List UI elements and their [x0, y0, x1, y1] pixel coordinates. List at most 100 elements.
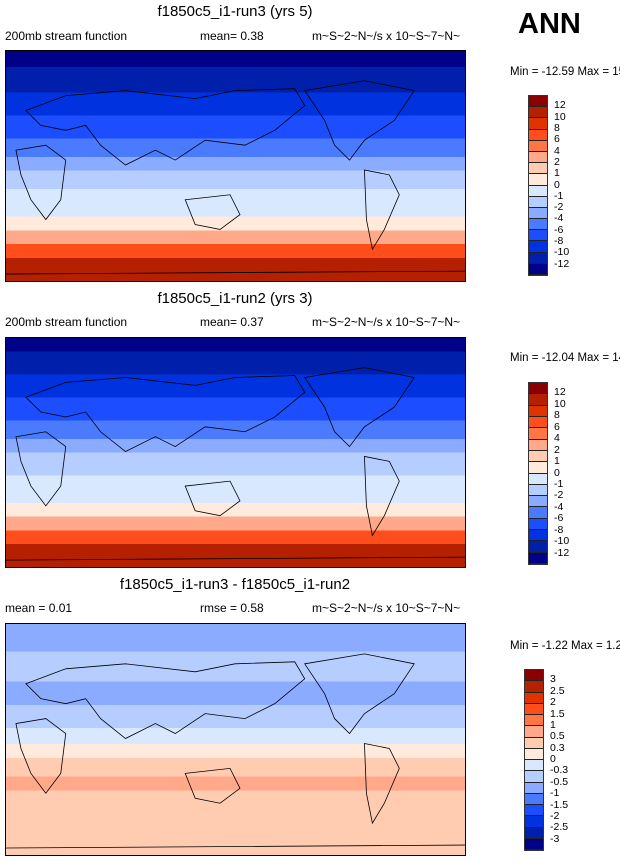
- colorbar-label: 0.3: [550, 741, 565, 754]
- colorbar-label: 8: [554, 409, 560, 422]
- colorbar-label: 4: [554, 432, 560, 445]
- colorbar-label: 1: [554, 455, 560, 468]
- panel1-map: [5, 50, 466, 282]
- colorbar-box: [525, 703, 543, 715]
- colorbar-label: -1.5: [550, 798, 569, 811]
- colorbar-label: -2.5: [550, 821, 569, 834]
- colorbar-box: [529, 462, 547, 474]
- colorbar-box: [525, 748, 543, 760]
- colorbar-label: -2: [550, 809, 560, 822]
- colorbar-box: [529, 151, 547, 164]
- panel1-title: f1850c5_i1-run3 (yrs 5): [157, 3, 313, 20]
- colorbar-box: [529, 450, 547, 463]
- colorbar-label: -4: [554, 500, 564, 513]
- colorbar-box: [525, 838, 543, 850]
- colorbar-label: 1: [554, 167, 560, 180]
- colorbar-label: -8: [554, 523, 564, 536]
- colorbar-label: 2.5: [550, 684, 565, 697]
- colorbar-box: [529, 428, 547, 440]
- panel3-mean: mean = 0.01: [5, 601, 73, 615]
- colorbar-box: [529, 383, 547, 395]
- colorbar-box: [529, 207, 547, 220]
- colorbar-label: 0: [554, 178, 560, 191]
- colorbar-label: -6: [554, 223, 564, 236]
- colorbar-label: -4: [554, 212, 564, 225]
- coastlines: [5, 80, 466, 275]
- colorbar-box: [529, 118, 547, 130]
- colorbar-box: [529, 530, 547, 542]
- colorbar-box: [525, 827, 543, 839]
- colorbar-box: [529, 552, 547, 564]
- colorbar-box: [525, 760, 543, 772]
- colorbar-box: [529, 129, 547, 141]
- colorbar-label: 1: [550, 718, 556, 731]
- colorbar-label: 2: [554, 155, 560, 168]
- colorbar-label: -1: [550, 787, 560, 800]
- panel2-colorbar: [528, 382, 548, 565]
- colorbar-box: [529, 185, 547, 197]
- colorbar-box: [529, 263, 547, 275]
- panel2-minmax: Min = -12.04 Max = 14.71: [510, 352, 620, 364]
- colorbar-box: [529, 196, 547, 208]
- colorbar-label: -0.3: [550, 764, 569, 777]
- colorbar-label: 10: [554, 110, 566, 123]
- colorbar-box: [529, 96, 547, 108]
- panel1-variable: 200mb stream function: [5, 29, 128, 43]
- colorbar-label: -3: [550, 832, 560, 845]
- colorbar-label: 1.5: [550, 707, 565, 720]
- colorbar-box: [529, 140, 547, 152]
- colorbar-box: [529, 394, 547, 406]
- colorbar-label: -0.5: [550, 775, 569, 788]
- panel3-rmse: rmse = 0.58: [200, 601, 264, 615]
- panel3-units: m~S~2~N~/s x 10~S~7~N~: [312, 601, 461, 615]
- panel3-map: [5, 623, 466, 856]
- colorbar-label: 0: [550, 753, 556, 765]
- colorbar-label: 4: [554, 144, 560, 157]
- panel2-variable: 200mb stream function: [5, 315, 128, 329]
- colorbar-box: [525, 805, 543, 817]
- colorbar-label: -6: [554, 512, 564, 525]
- colorbar-box: [525, 715, 543, 727]
- colorbar-box: [529, 507, 547, 519]
- colorbar-label: -2: [554, 201, 564, 214]
- colorbar-label: 0: [554, 466, 560, 479]
- colorbar-box: [525, 692, 543, 704]
- panel2-map: [5, 337, 466, 568]
- panel2-units: m~S~2~N~/s x 10~S~7~N~: [312, 315, 461, 329]
- coastlines: [5, 653, 466, 849]
- colorbar-box: [529, 541, 547, 553]
- colorbar-box: [529, 163, 547, 175]
- colorbar-label: -8: [554, 235, 564, 248]
- colorbar-box: [529, 107, 547, 119]
- panel1-mean: mean= 0.38: [200, 29, 264, 43]
- colorbar-label: -10: [554, 535, 570, 548]
- season-label: ANN: [518, 8, 581, 40]
- colorbar-label: -1: [554, 477, 564, 490]
- panel1-minmax: Min = -12.59 Max = 15.39: [510, 66, 620, 78]
- colorbar-label: 12: [554, 386, 566, 399]
- colorbar-label: 6: [554, 133, 560, 146]
- colorbar-label: 2: [550, 696, 556, 709]
- colorbar-label: 2: [554, 443, 560, 456]
- colorbar-box: [529, 416, 547, 429]
- colorbar-box: [525, 737, 543, 749]
- panel3-minmax: Min = -1.22 Max = 1.28: [510, 640, 620, 652]
- colorbar-box: [529, 219, 547, 231]
- colorbar-label: 3: [550, 673, 556, 686]
- colorbar-box: [525, 782, 543, 794]
- panel1-units: m~S~2~N~/s x 10~S~7~N~: [312, 29, 461, 43]
- colorbar-box: [529, 230, 547, 242]
- colorbar-box: [529, 473, 547, 485]
- colorbar-box: [529, 241, 547, 253]
- colorbar-label: 6: [554, 420, 560, 433]
- colorbar-box: [529, 405, 547, 417]
- panel2-title: f1850c5_i1-run2 (yrs 3): [157, 290, 313, 307]
- colorbar-label: -12: [554, 546, 570, 559]
- colorbar-box: [529, 252, 547, 264]
- colorbar-box: [529, 174, 547, 186]
- panel1-colorbar: [528, 95, 548, 276]
- colorbar-label: 8: [554, 121, 560, 134]
- colorbar-label: -1: [554, 189, 564, 202]
- colorbar-box: [525, 726, 543, 738]
